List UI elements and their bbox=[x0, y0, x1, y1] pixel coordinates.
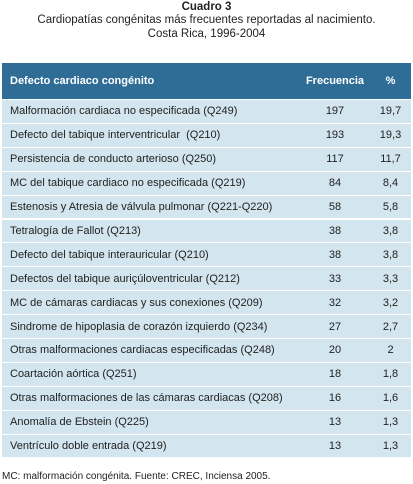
table-cell: 19,7 bbox=[379, 105, 402, 118]
table-cell: 117 bbox=[326, 153, 344, 166]
table-row: Coartación aórtica (Q251) 18 1,8 bbox=[2, 362, 411, 386]
column-header: % bbox=[385, 75, 396, 87]
table-cell: 19,3 bbox=[379, 129, 402, 142]
table-cell: 13 bbox=[328, 416, 342, 429]
table-row: Defectos del tabique auriçúloventricular… bbox=[2, 267, 411, 291]
table-row: Estenosis y Atresia de válvula pulmonar … bbox=[2, 195, 411, 219]
table-cell: Otras malformaciones cardiacas especific… bbox=[10, 344, 275, 357]
table-cell: Coartación aórtica (Q251) bbox=[10, 368, 137, 381]
table-row: Anomalía de Ebstein (Q225) 13 1,3 bbox=[2, 410, 411, 434]
table-cell: 8,4 bbox=[382, 177, 399, 190]
table-cell: 3,2 bbox=[382, 296, 399, 309]
footnote: MC: malformación congénita. Fuente: CREC… bbox=[2, 471, 271, 482]
table-cell: 58 bbox=[328, 201, 342, 214]
column-header: Frecuencia bbox=[305, 75, 365, 87]
table-cell: Ventrículo doble entrada (Q219) bbox=[10, 440, 167, 453]
table-cell: 11,7 bbox=[380, 153, 401, 166]
table-cell: 5,8 bbox=[382, 201, 399, 214]
table-row: Otras malformaciones de las cámaras card… bbox=[2, 386, 411, 410]
table-cell: 33 bbox=[328, 272, 342, 285]
table-row: MC del tabique cardiaco no especificada … bbox=[2, 171, 411, 195]
table-cell: 3,8 bbox=[382, 224, 399, 237]
table-cell: 1,3 bbox=[382, 440, 399, 453]
table-cell: 84 bbox=[328, 177, 342, 190]
table-row: Sindrome de hipoplasia de corazón izquie… bbox=[2, 315, 411, 338]
table-cell: 1,6 bbox=[382, 392, 399, 405]
table-cell: 197 bbox=[325, 105, 345, 118]
table-cell: 193 bbox=[325, 129, 345, 142]
table-cell: 3,3 bbox=[382, 272, 399, 285]
table-cell: 27 bbox=[328, 320, 342, 333]
table-cell: Defecto del tabique interauricular (Q210… bbox=[10, 248, 209, 261]
table-cell: 32 bbox=[328, 296, 342, 309]
table-row: Ventrículo doble entrada (Q219) 13 1,3 bbox=[2, 434, 411, 458]
table-cell: MC del tabique cardiaco no especificada … bbox=[10, 177, 246, 190]
table-cell: 38 bbox=[328, 224, 342, 237]
table-row: MC de cámaras cardiacas y sus conexiones… bbox=[2, 291, 411, 315]
table-cell: Malformación cardiaca no especificada (Q… bbox=[10, 105, 238, 118]
table-row: Persistencia de conducto arterioso (Q250… bbox=[2, 147, 411, 171]
table-cell: 1,8 bbox=[382, 368, 399, 381]
column-header: Defecto cardiaco congénito bbox=[10, 75, 155, 87]
table-row: Malformación cardiaca no especificada (Q… bbox=[2, 100, 411, 123]
table-cell: 18 bbox=[328, 368, 342, 381]
table-row: Tetralogía de Fallot (Q213) 38 3,8 bbox=[2, 219, 411, 243]
table-cell: Sindrome de hipoplasia de corazón izquie… bbox=[10, 320, 268, 333]
table-cell: 3,8 bbox=[382, 248, 399, 261]
table-cell: Defecto del tabique interventricular (Q2… bbox=[10, 129, 221, 142]
table-cell: Estenosis y Atresia de válvula pulmonar … bbox=[10, 201, 273, 214]
subtitle: Cardiopatías congénitas más frecuentes r… bbox=[37, 14, 376, 26]
title: Cuadro 3 bbox=[181, 1, 232, 13]
table-cell: 1,3 bbox=[382, 416, 399, 429]
table-row: Defecto del tabique interventricular (Q2… bbox=[2, 123, 411, 147]
table-cell: Defectos del tabique auriçúloventricular… bbox=[10, 272, 240, 285]
table-header: Defecto cardiaco congénito Frecuencia % bbox=[2, 63, 411, 99]
table-cell: 13 bbox=[328, 440, 342, 453]
subtitle: Costa Rica, 1996-2004 bbox=[147, 28, 266, 40]
table-cell: Anomalía de Ebstein (Q225) bbox=[10, 416, 149, 429]
table-cell: 20 bbox=[328, 344, 342, 357]
table-cell: 38 bbox=[328, 248, 342, 261]
table-cell: MC de cámaras cardiacas y sus conexiones… bbox=[10, 296, 263, 309]
table-cell: 16 bbox=[328, 392, 342, 405]
table-row: Defecto del tabique interauricular (Q210… bbox=[2, 243, 411, 267]
table-cell: Tetralogía de Fallot (Q213) bbox=[10, 224, 141, 237]
table-cell: 2 bbox=[387, 344, 394, 357]
table-cell: Otras malformaciones de las cámaras card… bbox=[10, 392, 283, 405]
table-row: Otras malformaciones cardiacas especific… bbox=[2, 339, 411, 362]
table-cell: 2,7 bbox=[382, 320, 399, 333]
table-cell: Persistencia de conducto arterioso (Q250… bbox=[10, 153, 217, 166]
